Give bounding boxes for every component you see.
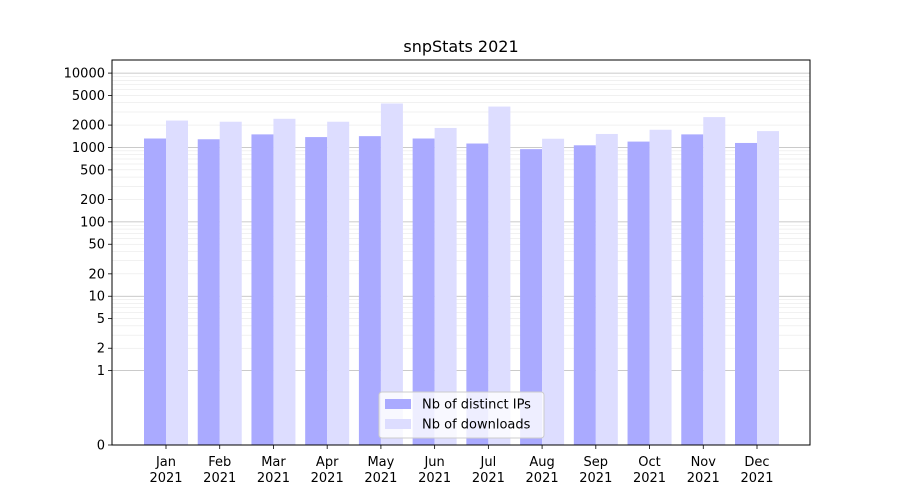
- y-tick-label: 10: [88, 290, 105, 305]
- x-tick-label-year: 2021: [472, 471, 505, 486]
- bar-ips: [251, 134, 274, 446]
- x-axis: Jan2021Feb2021Mar2021Apr2021May2021Jun20…: [149, 445, 774, 486]
- legend-box: [378, 391, 545, 439]
- y-tick-label: 0: [97, 439, 105, 454]
- y-tick-label: 200: [80, 193, 105, 208]
- bar-downloads: [703, 117, 726, 445]
- x-tick-label-year: 2021: [257, 471, 290, 486]
- y-tick-label: 5: [97, 312, 105, 327]
- bar-downloads: [166, 120, 188, 445]
- x-tick-label-year: 2021: [364, 471, 397, 486]
- x-tick-label-month: Jul: [480, 455, 497, 470]
- y-tick-label: 10000: [64, 67, 105, 82]
- y-tick-label: 50: [88, 238, 105, 253]
- bar-ips: [681, 134, 704, 446]
- bar-ips: [520, 149, 543, 445]
- bar-downloads: [380, 103, 403, 445]
- x-tick-label-month: Aug: [529, 455, 554, 470]
- y-tick-label: 2: [97, 342, 105, 357]
- bar-downloads: [757, 131, 779, 446]
- x-tick-label-month: Oct: [638, 455, 660, 470]
- x-tick-label-year: 2021: [149, 471, 182, 486]
- bar-ips: [197, 139, 220, 445]
- y-tick-label: 1: [97, 364, 105, 379]
- x-tick-label-year: 2021: [311, 471, 344, 486]
- y-tick-label: 1000: [72, 141, 105, 156]
- x-tick-label-year: 2021: [203, 471, 236, 486]
- bar-ips: [358, 136, 381, 445]
- bar-ips: [305, 137, 328, 446]
- bar-ips: [412, 138, 435, 445]
- legend-swatch: [385, 399, 411, 409]
- x-tick-label-year: 2021: [579, 471, 612, 486]
- bar-downloads: [488, 106, 511, 445]
- bar-ips: [573, 145, 596, 446]
- x-tick-label-month: Mar: [261, 455, 286, 470]
- x-tick-label-month: Feb: [208, 455, 231, 470]
- bar-ips: [735, 142, 757, 445]
- y-tick-label: 5000: [72, 89, 105, 104]
- bar-downloads: [649, 129, 672, 445]
- x-tick-label-month: Nov: [691, 455, 717, 470]
- bar-ips: [144, 138, 166, 445]
- legend-swatch: [385, 419, 411, 429]
- legend: Nb of distinct IPs Nb of downloads: [378, 391, 545, 439]
- bar-downloads: [219, 121, 242, 445]
- x-tick-label-month: Jun: [423, 455, 444, 470]
- legend-label: Nb of distinct IPs: [422, 398, 531, 413]
- x-tick-label-year: 2021: [418, 471, 451, 486]
- bar-ips: [627, 141, 650, 445]
- x-tick-label-year: 2021: [633, 471, 666, 486]
- y-axis: 0 1 2 5 10 20 50 100 200 500 1000 2000 5000 10000: [64, 67, 112, 454]
- legend-label: Nb of downloads: [422, 418, 531, 433]
- bars-layer: [144, 103, 779, 446]
- x-tick-label-year: 2021: [740, 471, 773, 486]
- bar-downloads: [327, 121, 350, 445]
- y-tick-label: 100: [80, 215, 105, 230]
- plot-frame: [111, 59, 811, 446]
- chart-title: snpStats 2021: [403, 37, 518, 56]
- x-tick-label-year: 2021: [687, 471, 720, 486]
- bar-downloads: [434, 127, 457, 445]
- x-tick-label-year: 2021: [526, 471, 559, 486]
- bar-downloads: [273, 118, 296, 445]
- x-tick-label-month: Apr: [316, 455, 339, 470]
- x-tick-label-month: Jan: [155, 455, 176, 470]
- x-tick-label-month: May: [367, 455, 394, 470]
- x-tick-label-month: Sep: [584, 455, 609, 470]
- y-tick-label: 500: [80, 163, 105, 178]
- bar-downloads: [595, 133, 618, 446]
- x-tick-label-month: Dec: [744, 455, 769, 470]
- bar-ips: [466, 143, 489, 445]
- bar-downloads: [542, 138, 565, 446]
- y-tick-label: 20: [88, 267, 105, 282]
- y-tick-label: 2000: [72, 119, 105, 134]
